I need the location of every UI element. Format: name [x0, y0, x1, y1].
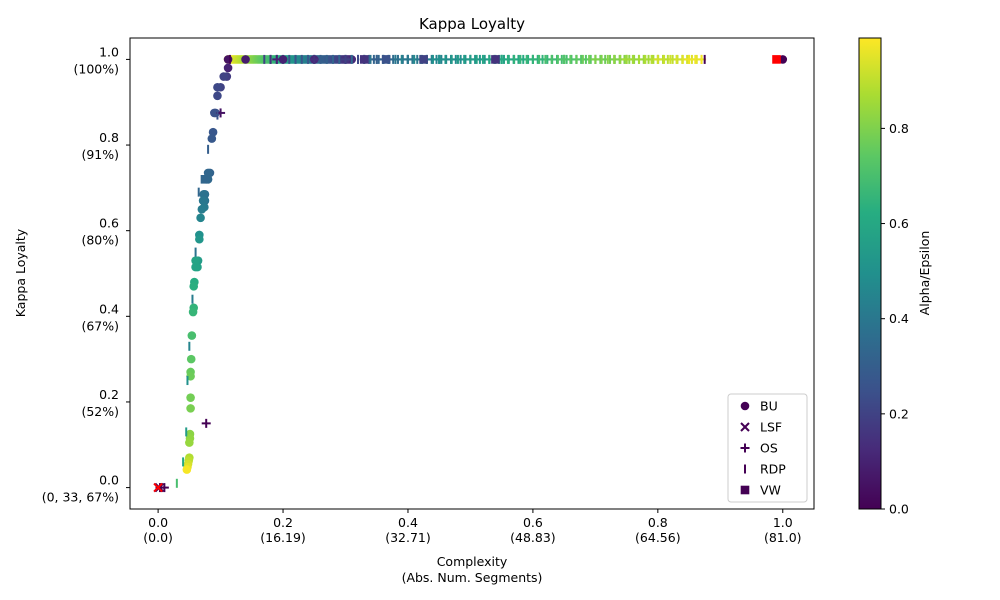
legend-label-os: OS [760, 441, 778, 456]
x-tick-sublabel: (64.56) [635, 530, 681, 545]
legend-frame [727, 393, 808, 503]
data-point-vw [419, 55, 428, 64]
x-tick-label: 0.0 [148, 515, 168, 530]
x-tick-sublabel: (16.19) [260, 530, 306, 545]
x-tick-sublabel: (0.0) [143, 530, 173, 545]
y-tick-label: 0.8 [99, 130, 119, 145]
y-tick-sublabel: (91%) [81, 147, 119, 162]
data-point-os [465, 54, 475, 64]
data-point-vw [359, 55, 369, 64]
legend-label-vw: VW [760, 483, 781, 498]
chart-title: Kappa Loyalty [419, 15, 525, 33]
x-tick-label: 1.0 [773, 515, 793, 530]
highlight-point [772, 55, 781, 64]
data-point-os [528, 54, 538, 64]
data-point-bu [186, 404, 195, 413]
data-point-os [403, 54, 413, 64]
y-tick-sublabel: (0, 33, 67%) [42, 490, 119, 505]
data-point-bu [223, 55, 233, 64]
y-tick-label: 1.0 [99, 44, 119, 59]
data-point-os [653, 54, 663, 64]
x-tick-sublabel: (81.0) [764, 530, 802, 545]
legend-marker-vw [740, 485, 750, 495]
legend-label-lsf: LSF [760, 420, 782, 435]
highlight-point-stroke [153, 482, 163, 493]
data-point-bu [188, 307, 198, 317]
data-point-bu [195, 234, 204, 244]
data-point-vw [491, 55, 500, 64]
x-axis-ticks: 0.0(0.0) 0.2(16.19) 0.4(32.71) 0.6(48.83) 0.… [143, 509, 802, 545]
y-tick-sublabel: (80%) [81, 233, 119, 248]
data-point-bu [219, 72, 228, 81]
data-point-bu [208, 127, 218, 137]
data-point-bu [199, 189, 209, 199]
data-point-bu [223, 63, 233, 73]
legend-marker-os [740, 443, 750, 453]
data-point-bu [213, 91, 222, 101]
data-point-os [341, 54, 351, 64]
plot-marks [153, 54, 788, 493]
data-point-bu [182, 465, 192, 474]
x-axis-label-line2: (Abs. Num. Segments) [402, 570, 543, 585]
legend-label-bu: BU [760, 399, 778, 414]
y-tick-label: 0.2 [99, 387, 119, 402]
x-tick-label: 0.8 [648, 515, 668, 530]
data-point-os [201, 418, 211, 428]
x-axis-label-line1: Complexity [437, 554, 508, 569]
data-point-bu [207, 134, 217, 143]
data-point-os [684, 54, 694, 64]
data-point-bu [241, 55, 250, 64]
colorbar-label: Alpha/Epsilon [917, 231, 932, 316]
y-tick-label: 0.0 [99, 473, 119, 488]
colorbar-tick-label: 0.6 [889, 216, 909, 231]
data-point-os [309, 54, 319, 64]
colorbar: 0.0 0.2 0.4 0.6 0.8 [858, 37, 909, 517]
x-tick-label: 0.2 [273, 515, 293, 530]
y-tick-label: 0.6 [99, 216, 119, 231]
y-tick-sublabel: (67%) [81, 318, 119, 333]
data-point-bu [191, 262, 200, 272]
legend-marker-bu [740, 401, 750, 411]
x-tick-sublabel: (32.71) [385, 530, 431, 545]
y-tick-sublabel: (100%) [74, 61, 120, 76]
y-tick-label: 0.4 [99, 301, 119, 316]
data-point-os [590, 54, 600, 64]
plot-area-frame [129, 37, 815, 510]
data-point-vw [381, 55, 391, 64]
colorbar-tick-label: 0.8 [889, 121, 909, 136]
data-point-bu [186, 354, 196, 364]
legend-marker-lsf-stroke [740, 422, 750, 432]
data-point-vw [200, 175, 210, 184]
x-tick-label: 0.4 [398, 515, 418, 530]
legend-marker-lsf [740, 422, 750, 432]
data-point-bu [197, 204, 207, 214]
data-point-bu [278, 55, 288, 64]
colorbar-tick-label: 0.4 [889, 311, 909, 326]
x-tick-label: 0.6 [523, 515, 543, 530]
highlight-point [153, 482, 163, 493]
data-point-bu [196, 213, 205, 223]
legend: BU LSF OS RDP VW [727, 393, 808, 503]
data-point-os [272, 54, 282, 64]
data-point-bu [186, 393, 195, 402]
data-point-bu [189, 282, 199, 291]
data-point-bu [198, 196, 208, 206]
data-point-bu [213, 82, 222, 92]
y-axis-label: Kappa Loyalty [13, 228, 28, 317]
data-point-bu [187, 331, 197, 340]
colorbar-scale [858, 37, 882, 510]
data-point-os [372, 54, 382, 64]
y-tick-sublabel: (52%) [81, 404, 119, 419]
colorbar-tick-label: 0.0 [889, 502, 909, 517]
data-point-os [159, 483, 169, 493]
data-point-bu [185, 438, 194, 447]
colorbar-tick-label: 0.2 [889, 406, 909, 421]
x-tick-sublabel: (48.83) [510, 530, 556, 545]
legend-label-rdp: RDP [760, 462, 786, 477]
data-point-bu [191, 256, 200, 265]
y-axis-ticks: 0.0 (0, 33, 67%) 0.2 (52%) 0.4 (67%) 0.6 (80%) 0… [42, 44, 130, 505]
